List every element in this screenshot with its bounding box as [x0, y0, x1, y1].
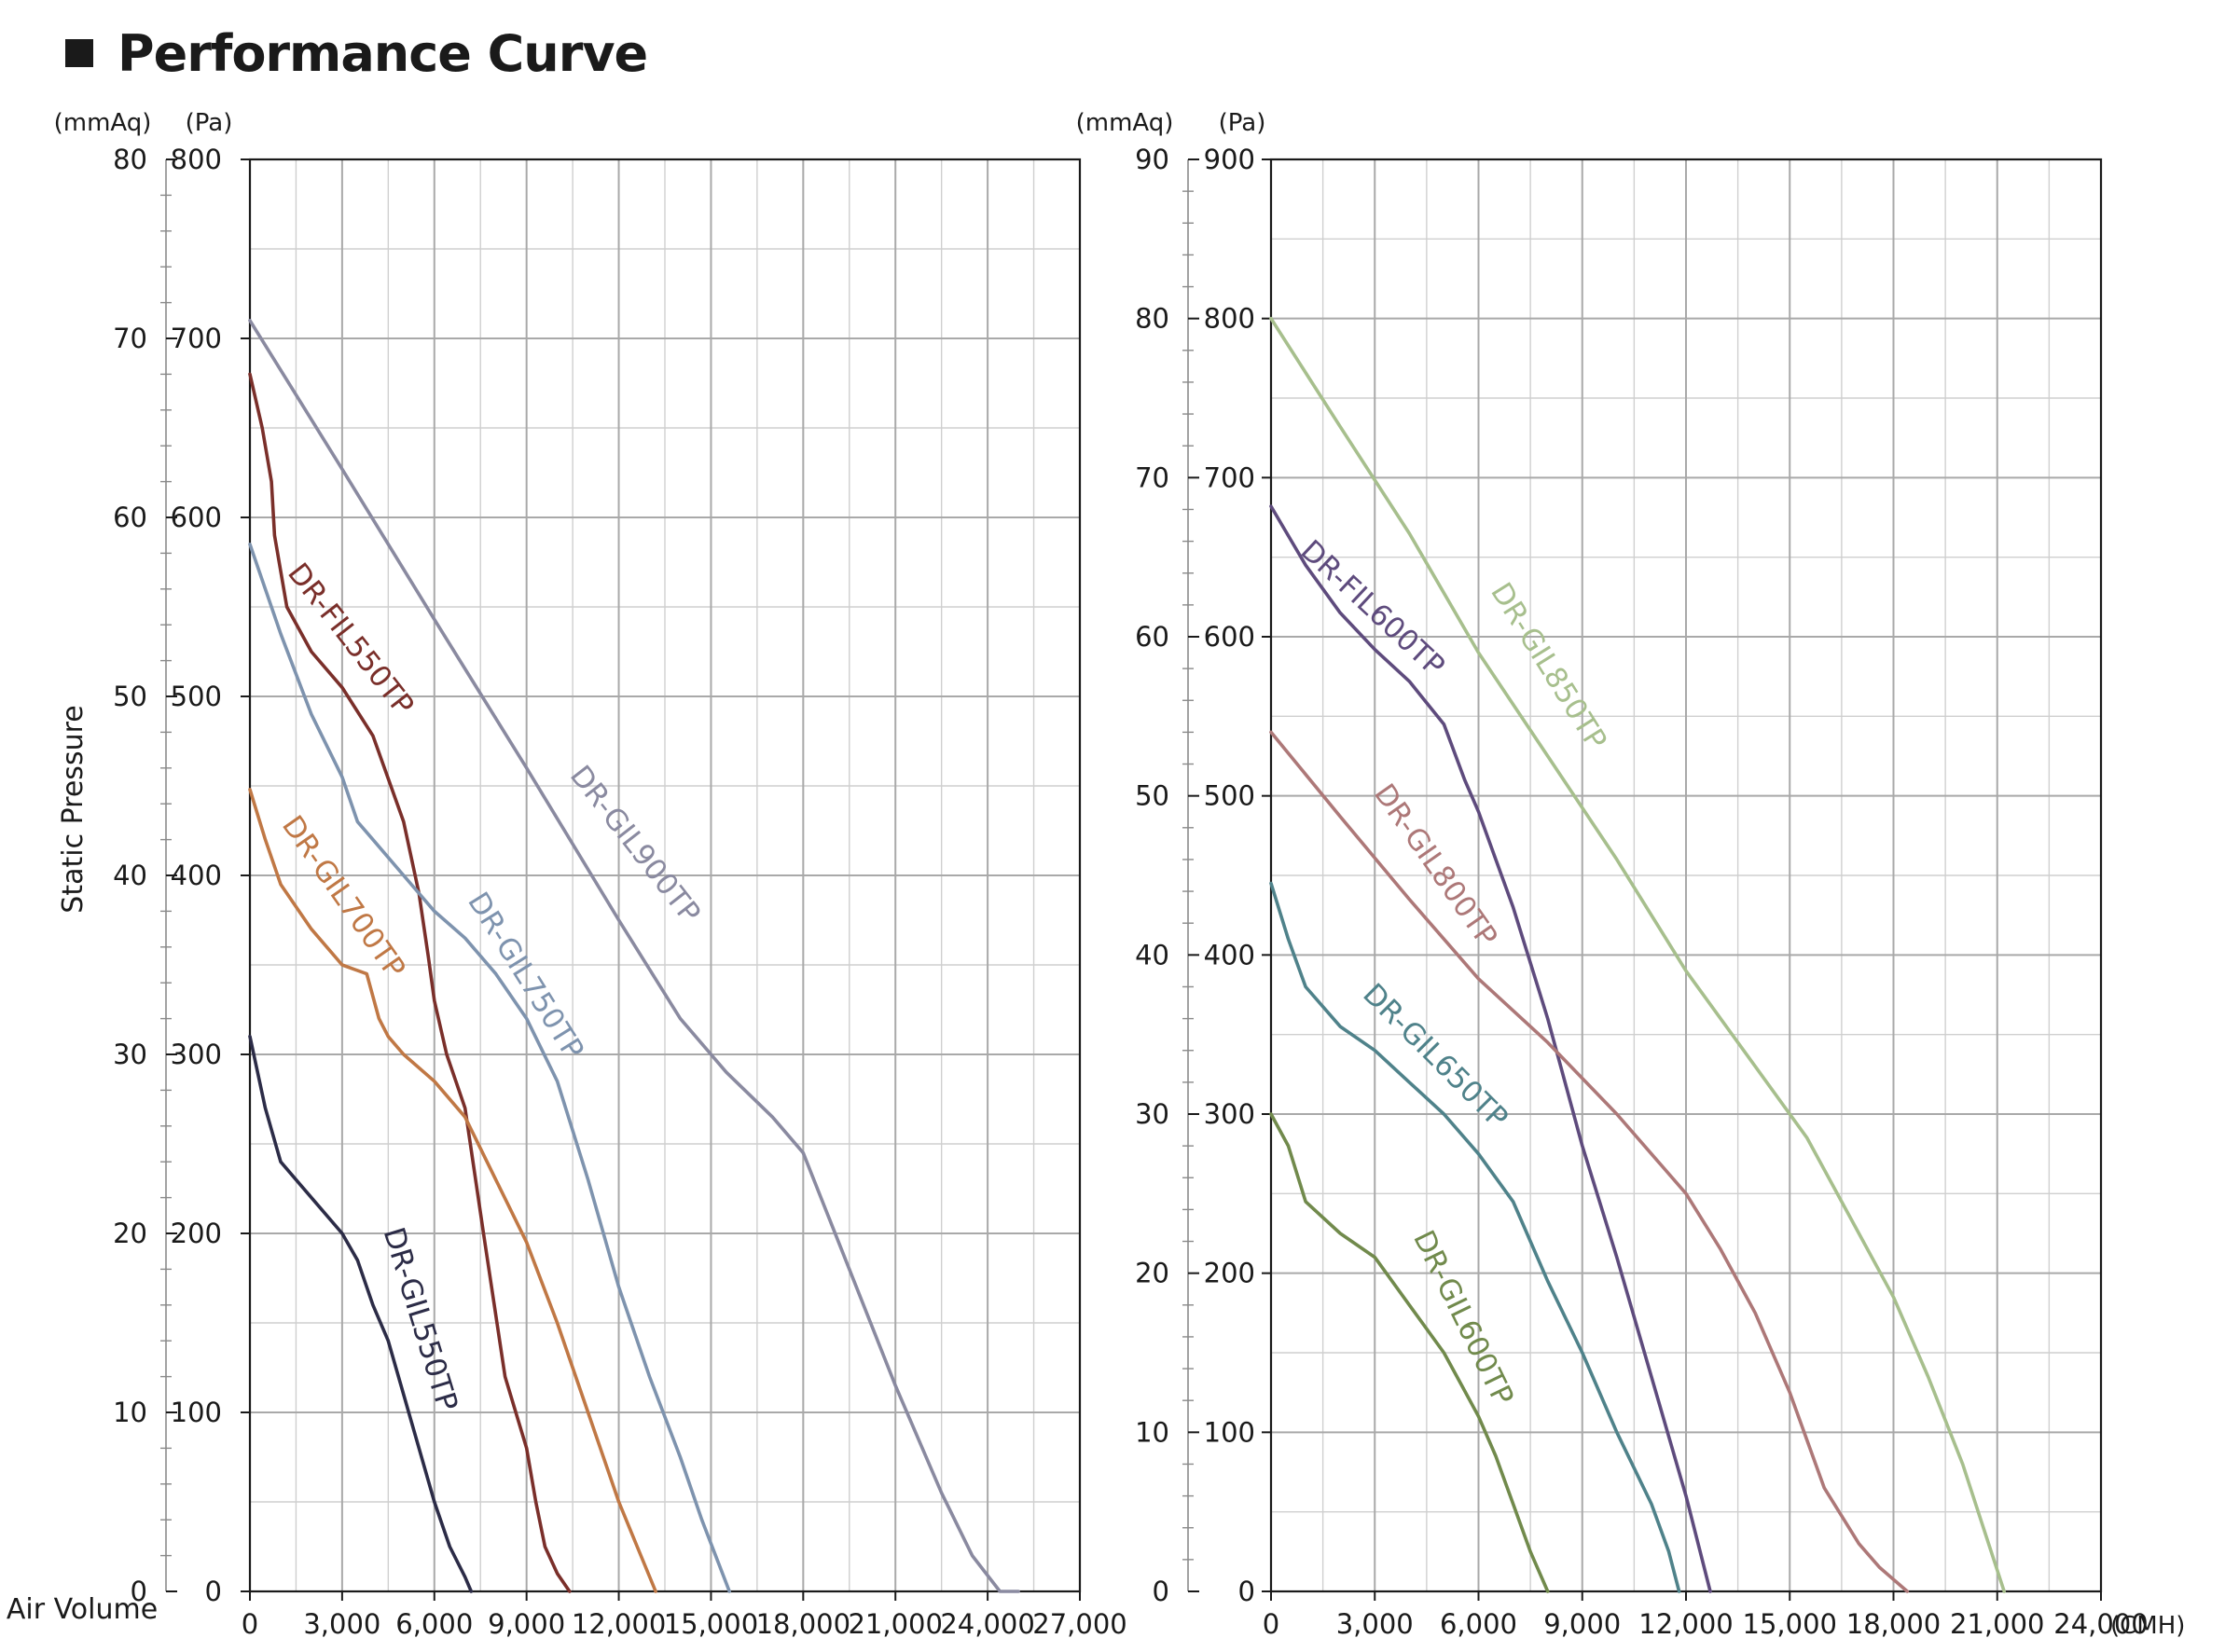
y-tick-label-mmaq: 50	[113, 681, 147, 712]
y-tick-label-mmaq: 10	[1135, 1416, 1169, 1448]
series-line	[1269, 881, 1681, 1593]
x-tick-label: 24,000	[940, 1608, 1034, 1640]
series-line	[1269, 504, 1712, 1593]
page-title-text: Performance Curve	[117, 23, 648, 83]
y-tick-label-pa: 200	[1204, 1258, 1255, 1289]
y-tick-label-mmaq: 0	[1153, 1576, 1169, 1607]
series-line	[248, 788, 657, 1593]
y-tick-label-mmaq: 90	[1135, 144, 1169, 175]
x-tick-label: 18,000	[1846, 1608, 1941, 1640]
series-label: DR-GIL600TP	[1406, 1225, 1520, 1411]
x-unit-label: (CMH)	[2110, 1612, 2185, 1640]
page-title: Performance Curve	[65, 21, 648, 86]
series-line	[248, 319, 1020, 1593]
x-tick-label: 6,000	[1440, 1608, 1517, 1640]
y-tick-label-mmaq: 80	[1135, 303, 1169, 335]
y-tick-label-mmaq: 30	[1135, 1098, 1169, 1130]
x-tick-label: 3,000	[303, 1608, 380, 1640]
x-tick-label: 0	[1263, 1608, 1279, 1640]
y-tick-label-mmaq: 60	[1135, 621, 1169, 653]
y-tick-label-pa: 600	[1204, 621, 1255, 653]
x-tick-label: 15,000	[664, 1608, 758, 1640]
y-tick-label-pa: 700	[1204, 461, 1255, 493]
y-tick-label-pa: 600	[171, 502, 222, 533]
y-tick-label-pa: 0	[205, 1576, 222, 1607]
series-label: DR-GIL850TP	[1484, 577, 1612, 756]
x-tick-label: 0	[242, 1608, 258, 1640]
y-tick-label-pa: 100	[1204, 1416, 1255, 1448]
y-tick-label-pa: 300	[171, 1039, 222, 1070]
y-tick-label-mmaq: 30	[113, 1039, 147, 1070]
y-tick-label-mmaq: 20	[1135, 1258, 1169, 1289]
unit-label-pa: (Pa)	[186, 109, 233, 137]
series-line	[248, 543, 731, 1593]
series-line	[248, 1035, 474, 1593]
y-tick-label-pa: 800	[171, 144, 222, 175]
series-label: DR-FIL600TP	[1294, 534, 1451, 683]
chart-2: 0 3,000 6,000 9,000 12,000 15,000 18,000 21,000…	[1076, 109, 2186, 1640]
chart-1: 0 3,000 6,000 9,000 12,00015,00018,00021,000…	[54, 109, 1127, 1640]
x-tick-label: 24,000	[2053, 1608, 2148, 1640]
y-tick-label-pa: 200	[171, 1218, 222, 1249]
x-tick-label: 21,000	[1950, 1608, 2044, 1640]
y-tick-label-mmaq: 60	[113, 502, 147, 533]
x-tick-label: 15,000	[1743, 1608, 1837, 1640]
x-tick-label: 12,000	[572, 1608, 666, 1640]
y-tick-label-mmaq: 50	[1135, 780, 1169, 812]
x-tick-label: 6,000	[395, 1608, 473, 1640]
y-tick-label-pa: 700	[171, 323, 222, 354]
unit-label-mmaq: (mmAq)	[54, 109, 152, 137]
y-tick-label-mmaq: 40	[1135, 939, 1169, 971]
x-tick-label: 18,000	[756, 1608, 850, 1640]
x-tick-label: 3,000	[1336, 1608, 1414, 1640]
unit-label-pa: (Pa)	[1219, 109, 1266, 137]
title-square-icon	[65, 39, 93, 67]
series-line	[1269, 1112, 1550, 1593]
series-line	[248, 372, 572, 1593]
x-tick-label: 12,000	[1638, 1608, 1733, 1640]
y-tick-label-pa: 400	[1204, 939, 1255, 971]
y-tick-label-pa: 100	[171, 1397, 222, 1428]
x-axis-title: Air Volume	[7, 1593, 158, 1626]
y-tick-label-pa: 500	[1204, 780, 1255, 812]
y-tick-label-pa: 400	[171, 860, 222, 891]
x-tick-label: 9,000	[488, 1608, 565, 1640]
y-tick-label-mmaq: 70	[1135, 461, 1169, 493]
series-line	[1269, 730, 1910, 1593]
series-label: DR-GIL900TP	[563, 759, 707, 929]
series-label: DR-GIL550TP	[377, 1223, 464, 1414]
unit-label-mmaq: (mmAq)	[1076, 109, 1174, 137]
y-tick-label-pa: 0	[1238, 1576, 1255, 1607]
x-tick-label: 9,000	[1543, 1608, 1621, 1640]
y-tick-label-mmaq: 70	[113, 323, 147, 354]
x-tick-label: 21,000	[848, 1608, 942, 1640]
y-tick-label-mmaq: 80	[113, 144, 147, 175]
y-tick-label-pa: 800	[1204, 303, 1255, 335]
y-tick-label-pa: 300	[1204, 1098, 1255, 1130]
x-tick-label: 27,000	[1032, 1608, 1126, 1640]
y-tick-label-mmaq: 20	[113, 1218, 147, 1249]
series-label: DR-GIL800TP	[1367, 778, 1503, 954]
y-tick-label-mmaq: 40	[113, 860, 147, 891]
y-tick-label-mmaq: 10	[113, 1397, 147, 1428]
series-line	[1269, 316, 2006, 1593]
y-tick-label-pa: 500	[171, 681, 222, 712]
y-tick-label-pa: 900	[1204, 144, 1255, 175]
y-tick-label-mmaq: 0	[131, 1576, 147, 1607]
y-axis-title: Static Pressure	[57, 705, 90, 913]
